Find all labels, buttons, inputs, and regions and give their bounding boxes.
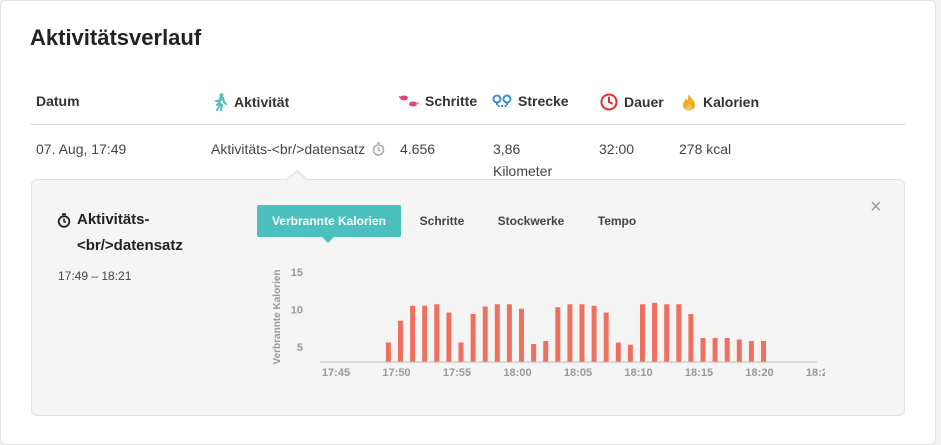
chart-bar[interactable] [579,304,585,362]
column-header-kalorien[interactable]: Kalorien [681,93,759,111]
y-axis-label: Verbrannte Kalorien [272,269,283,364]
chart-bar[interactable] [543,341,549,362]
y-tick-label: 15 [291,267,303,279]
chart-bar[interactable] [761,341,766,362]
activity-name: Aktivitäts-<br/>datensatz [211,141,366,157]
x-tick-label: 18:20 [745,367,773,379]
tab-stockwerke[interactable]: Stockwerke [497,214,565,228]
chart-bar[interactable] [458,342,464,363]
cell-kalorien: 278 kcal [679,141,732,157]
chart-bar[interactable] [506,304,512,362]
distance-value: 3,86 [493,141,521,157]
tab-tempo[interactable]: Tempo [597,214,637,228]
tab-schritte[interactable]: Schritte [419,214,465,228]
chart-bar[interactable] [519,308,524,362]
active-tab-pointer [322,237,334,243]
page-title: Aktivitätsverlauf [30,25,202,50]
column-header-datum[interactable]: Datum [36,93,80,109]
column-label: Datum [36,93,80,109]
detail-title: Aktivitäts- <br/>datensatz [57,207,183,259]
column-label: Aktivität [234,94,290,110]
column-label: Strecke [518,93,569,109]
header-divider [30,124,906,125]
cell-dauer: 32:00 [599,141,635,157]
distance-unit: Kilometer [493,163,553,179]
column-header-dauer[interactable]: Dauer [600,93,664,111]
column-header-strecke[interactable]: Strecke [492,93,569,109]
chart-bar[interactable] [603,312,609,363]
x-tick-label: 18:10 [624,367,652,379]
chart-bar[interactable] [410,305,416,362]
chart-bar[interactable] [627,344,633,362]
chart-bar[interactable] [482,306,488,363]
chart-bar[interactable] [748,341,754,362]
x-tick-label: 17:55 [443,367,471,379]
detail-title-line2: <br/>datensatz [77,237,183,254]
x-tick-label: 18:25 [806,367,825,379]
cell-aktivitaet[interactable]: Aktivitäts-<br/>datensatz [211,138,385,160]
tab-verbrannte-kalorien[interactable]: Verbrannte Kalorien [257,205,401,237]
stopwatch-icon [57,212,71,228]
chart-bar[interactable] [700,338,706,362]
column-header-schritte[interactable]: Schritte [399,93,477,109]
chart-bar[interactable] [736,339,742,363]
close-icon[interactable]: × [870,196,882,218]
column-label: Dauer [624,94,664,110]
chart-bar[interactable] [446,312,452,363]
calories-chart: Verbrannte Kalorien 5 10 15 17:45 17:50 17:5… [272,267,825,379]
walking-person-icon [214,93,228,111]
chart-bar[interactable] [555,307,561,362]
chart-bar[interactable] [398,320,403,362]
chart-bar[interactable] [422,305,428,362]
chart-bar[interactable] [676,304,682,362]
route-pins-icon [492,94,512,108]
chart-bar[interactable] [688,314,694,362]
cell-schritte: 4.656 [400,141,436,157]
detail-panel [31,179,905,416]
chart-bar[interactable] [591,305,597,362]
chart-bar[interactable] [385,342,391,363]
x-tick-label: 18:00 [503,367,531,379]
detail-time-range: 17:49 – 18:21 [58,269,132,283]
chart-bar[interactable] [567,304,573,362]
chart-bar[interactable] [494,304,500,362]
chart-bar[interactable] [724,338,730,362]
chart-bar[interactable] [664,304,670,362]
footprints-icon [399,94,419,108]
x-tick-label: 18:15 [685,367,713,379]
chart-bar[interactable] [640,304,645,362]
y-tick-label: 5 [297,342,303,354]
chart-bar[interactable] [470,314,476,362]
chart-bar[interactable] [712,338,718,362]
cell-datum: 07. Aug, 17:49 [36,141,127,157]
detail-title-line1: Aktivitäts- [77,211,150,228]
chart-bar[interactable] [434,304,440,362]
x-tick-label: 17:45 [322,367,350,379]
column-label: Schritte [425,93,478,109]
flame-icon [681,93,697,111]
chart-bar[interactable] [652,302,658,362]
stopwatch-icon [372,142,385,156]
clock-icon [600,93,618,111]
chart-bar[interactable] [531,344,537,362]
column-label: Kalorien [703,94,760,110]
x-tick-label: 18:05 [564,367,592,379]
y-tick-label: 10 [291,305,303,317]
column-header-aktivitaet[interactable]: Aktivität [214,93,289,111]
chart-bar[interactable] [615,342,621,363]
x-tick-label: 17:50 [382,367,410,379]
cell-strecke: 3,86 Kilometer [493,138,552,182]
